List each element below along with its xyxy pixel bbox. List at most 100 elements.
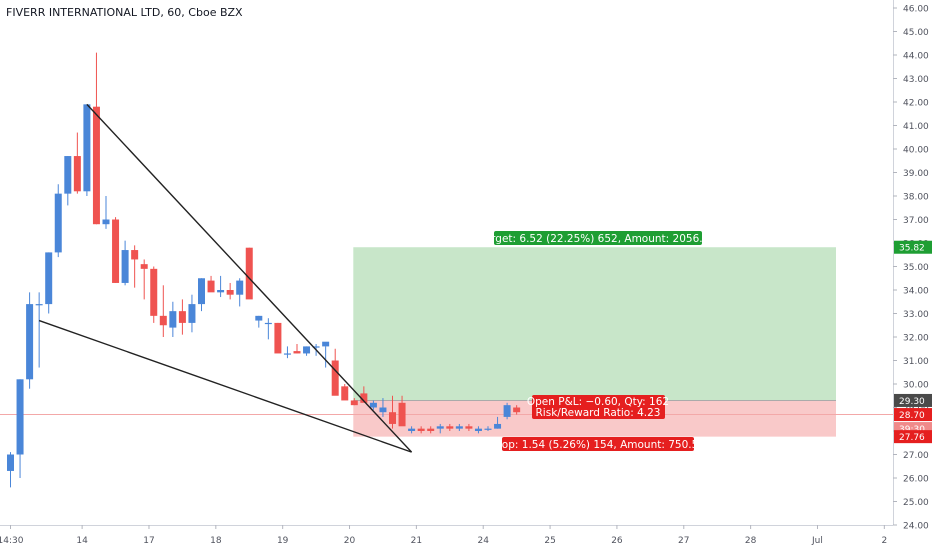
current-price-badge: 28.70	[899, 411, 925, 421]
candle-body	[64, 156, 72, 194]
secondary-price-badge: 39:30	[899, 425, 925, 435]
candle-body	[140, 264, 148, 269]
candlesticks	[7, 52, 521, 488]
price-tick-label: 35.00	[903, 263, 929, 273]
price-tick-label: 43.00	[903, 75, 929, 85]
price-tick-label: 26.00	[903, 475, 929, 485]
candle-body	[45, 252, 53, 305]
target-price-badge: 35.82	[899, 244, 925, 254]
time-tick-label: 20	[344, 536, 356, 546]
candle-body	[446, 426, 454, 429]
price-tick-label: 33.00	[903, 310, 929, 320]
time-tick-label: 26	[611, 536, 623, 546]
price-tick-label: 24.00	[903, 522, 929, 532]
trendline	[38, 319, 412, 453]
price-tick-label: 34.00	[903, 287, 929, 297]
time-tick-label: 25	[544, 536, 555, 546]
candle-body	[245, 247, 253, 300]
target-price-badge-bg	[894, 240, 932, 254]
time-tick-label: 24	[477, 536, 489, 546]
candle-body	[159, 315, 167, 326]
price-tick-label: 44.00	[903, 52, 929, 62]
time-tick-label: 2	[881, 536, 887, 546]
candle-body	[188, 304, 196, 323]
candle-body	[369, 402, 377, 408]
price-tick-label: 46.00	[903, 5, 929, 15]
time-tick-label: 18	[210, 536, 222, 546]
candle-body	[217, 290, 225, 293]
candle-body	[83, 104, 91, 192]
price-tick-label: 27.00	[903, 451, 929, 461]
candle-body	[513, 407, 521, 413]
candle-body	[455, 426, 463, 429]
target-label-bg	[494, 231, 702, 245]
current-price-badge-bg	[894, 408, 932, 422]
candle-body	[236, 280, 244, 295]
candle-body	[331, 360, 339, 396]
candle-body	[121, 250, 129, 283]
time-tick-label: 27	[678, 536, 689, 546]
price-tick-label: 39.00	[903, 169, 929, 179]
time-tick-label: 14:30	[0, 536, 24, 546]
time-axis[interactable]: 14:30 14 17 18 19 20 21 24 25 26 27 28 Jul 2	[0, 525, 893, 546]
candle-body	[465, 426, 473, 429]
position-labels: Target: 6.52 (22.25%) 652, Amount: 2056.…	[479, 231, 716, 451]
target-label: Target: 6.52 (22.25%) 652, Amount: 2056.…	[479, 233, 716, 245]
candle-body	[503, 405, 511, 417]
stop-price-badge: 27.76	[899, 433, 925, 443]
candle-body	[7, 454, 14, 471]
price-tick-label: 30.00	[903, 381, 929, 391]
candle-body	[350, 400, 358, 406]
candle-body	[178, 311, 186, 323]
stop-price-badge-bg	[894, 430, 932, 444]
price-tick-label: 40.00	[903, 146, 929, 156]
price-tick-label: 42.00	[903, 99, 929, 109]
candle-body	[389, 412, 396, 424]
candle-body	[474, 428, 482, 431]
candle-body	[341, 386, 349, 401]
time-tick-label: 28	[745, 536, 757, 546]
candle-body	[398, 402, 406, 427]
price-tick-label: 31.00	[903, 357, 929, 367]
candle-body	[303, 346, 311, 354]
candle-body	[207, 280, 215, 293]
candle-body	[198, 278, 205, 305]
candle-body	[112, 219, 120, 283]
candle-body	[293, 351, 301, 354]
candle-body	[131, 250, 139, 260]
rr-label: Risk/Reward Ratio: 4.23	[536, 407, 661, 419]
trendlines	[38, 103, 413, 453]
candle-body	[73, 156, 81, 192]
candle-body	[150, 268, 158, 316]
price-tick-label: 32.00	[903, 334, 929, 344]
price-tick-label: 41.00	[903, 122, 929, 132]
candle-body	[322, 341, 330, 347]
candle-body	[484, 428, 492, 430]
pnl-label: Open P&L: −0.60, Qty: 162	[527, 396, 669, 408]
candle-body	[360, 393, 368, 403]
candle-body	[379, 407, 387, 413]
candle-body	[494, 423, 502, 429]
price-tick-label: 45.00	[903, 28, 929, 38]
price-axis[interactable]: 24.0025.0026.0027.0028.0029.0030.0031.00…	[893, 0, 932, 532]
chart-title: FIVERR INTERNATIONAL LTD, 60, Cboe BZX	[6, 6, 243, 19]
candle-body	[255, 315, 263, 321]
candle-body	[427, 428, 435, 431]
entry-price-badge: 29.30	[899, 397, 925, 407]
pnl-box	[532, 395, 665, 419]
candle-body	[54, 193, 62, 253]
candle-body	[283, 353, 291, 355]
stop-label-bg	[502, 437, 694, 451]
stop-label: Stop: 1.54 (5.26%) 154, Amount: 750.52	[491, 439, 705, 451]
time-tick-label: 14	[76, 536, 88, 546]
time-tick-label: 19	[277, 536, 289, 546]
candle-body	[436, 426, 444, 429]
entry-price-badge-bg	[894, 393, 932, 407]
time-tick-label: Jul	[811, 536, 823, 546]
price-tick-label: 25.00	[903, 498, 929, 508]
candle-body	[312, 346, 320, 348]
trendline	[86, 103, 413, 453]
profit-zone	[353, 247, 836, 401]
candle-body	[408, 428, 416, 431]
